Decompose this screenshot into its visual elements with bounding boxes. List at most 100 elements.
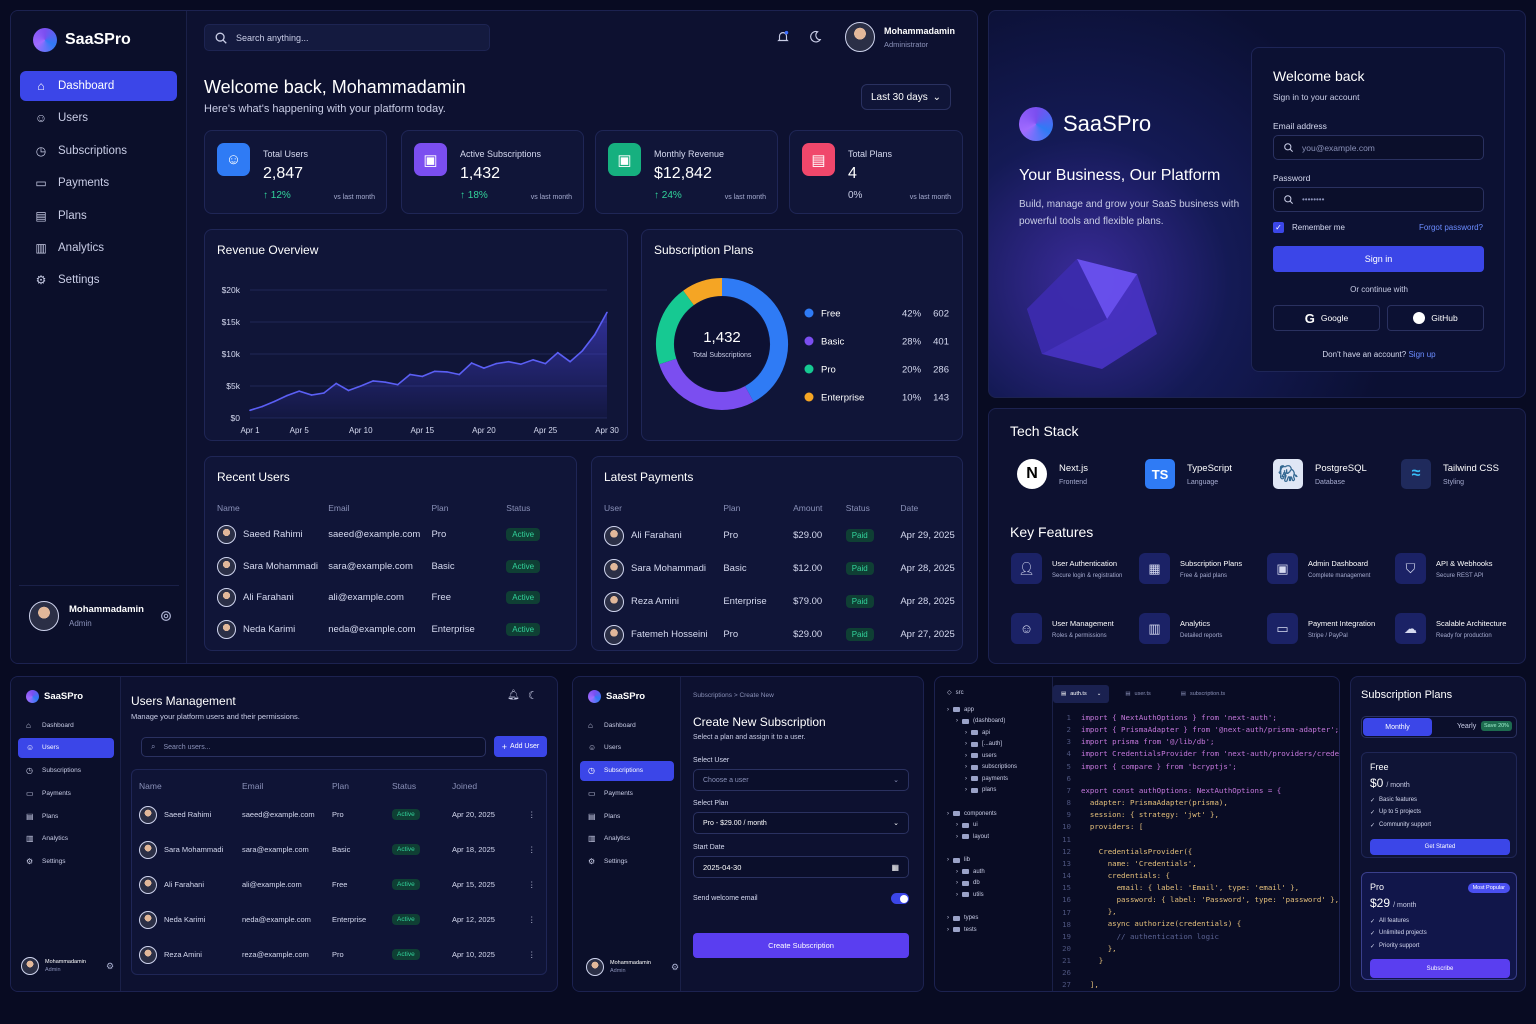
file-tree-item[interactable]: › api <box>965 730 990 736</box>
breadcrumb-subscriptions[interactable]: Subscriptions <box>693 692 733 699</box>
select-user-dropdown[interactable]: Choose a user ⌄ <box>693 769 909 791</box>
table-row[interactable]: Ali Farahani ali@example.com Free Active <box>217 582 567 614</box>
editor-tab-subscription-ts[interactable]: ▤ subscription.ts <box>1173 685 1233 703</box>
email-field[interactable]: you@example.com <box>1273 135 1484 160</box>
sidebar-item-plans[interactable]: ▤ Plans <box>580 806 674 826</box>
sidebar-item-users[interactable]: ☺ Users <box>580 738 674 758</box>
table-row[interactable]: Neda Karimi neda@example.com Enterprise Act… <box>139 902 543 937</box>
sidebar-item-analytics[interactable]: ▥ Analytics <box>18 829 114 849</box>
revenue-point <box>384 381 387 383</box>
settings-gear-icon[interactable]: ⚙ <box>670 961 680 972</box>
search-users-input[interactable]: ⌕ Search users... <box>141 737 486 757</box>
table-row[interactable]: Sara Mohammadi Basic $12.00 Paid Apr 28, 202… <box>604 552 956 585</box>
monthly-tab[interactable]: Monthly <box>1363 718 1432 736</box>
sidebar-item-dashboard[interactable]: ⌂ Dashboard <box>20 71 177 101</box>
sidebar-item-payments[interactable]: ▭ Payments <box>18 783 114 803</box>
remember-me-checkbox[interactable]: ✓ Remember me <box>1273 222 1345 233</box>
yearly-tab[interactable]: Yearly <box>1457 723 1477 730</box>
more-vertical-icon[interactable]: ⋮ <box>528 950 536 959</box>
file-tree-item[interactable]: › plans <box>965 787 996 793</box>
more-vertical-icon[interactable]: ⋮ <box>528 880 536 889</box>
plans-panel: Subscription Plans Monthly Yearly Save 2… <box>1350 676 1526 992</box>
forgot-password-link[interactable]: Forgot password? <box>1418 223 1483 232</box>
moon-icon[interactable] <box>808 30 822 44</box>
file-tree-item[interactable]: › (dashboard) <box>956 718 1005 724</box>
date-range-select[interactable]: Last 30 days ⌄ <box>861 84 951 110</box>
start-date-field[interactable]: 2025-04-30 ▦ <box>693 856 909 878</box>
file-tree-item[interactable]: › components <box>947 811 997 817</box>
table-row[interactable]: Sara Mohammadi sara@example.com Basic Activ… <box>139 832 543 867</box>
mini-sidebar-user[interactable]: Mohammadamin Admin ⚙ <box>586 958 679 976</box>
moon-icon[interactable]: ☾ <box>528 690 538 702</box>
sidebar-item-plans[interactable]: ▤ Plans <box>20 201 177 231</box>
password-field[interactable]: •••••••• <box>1273 187 1484 212</box>
file-tree-item[interactable]: › ui <box>956 822 978 828</box>
sidebar-item-users[interactable]: ☺ Users <box>18 737 114 758</box>
table-row[interactable]: Neda Karimi neda@example.com Enterprise Act… <box>217 614 567 646</box>
chevron-down-icon: ⌄ <box>893 777 899 784</box>
file-tree-item[interactable]: › app <box>947 707 974 713</box>
sidebar-item-settings[interactable]: ⚙ Settings <box>580 852 674 872</box>
sidebar-item-subscriptions[interactable]: ◷ Subscriptions <box>580 760 674 781</box>
chevron-icon: › <box>947 706 949 713</box>
get-started-button[interactable]: Get Started <box>1370 839 1510 855</box>
sidebar-item-dashboard[interactable]: ⌂ Dashboard <box>580 715 674 735</box>
add-user-button[interactable]: + Add User <box>494 736 547 757</box>
file-tree-item[interactable]: › [...auth] <box>965 741 1002 747</box>
file-tree-item[interactable]: › subscriptions <box>965 764 1017 770</box>
settings-gear-icon[interactable] <box>159 609 173 623</box>
sidebar-item-settings[interactable]: ⚙ Settings <box>18 852 114 872</box>
table-row[interactable]: Fatemeh Hosseini Pro $29.00 Paid Apr 27, 202… <box>604 618 956 651</box>
editor-tab-user-ts[interactable]: ▤ user.ts <box>1117 685 1158 703</box>
table-row[interactable]: Ali Farahani Pro $29.00 Paid Apr 29, 2025 <box>604 519 956 552</box>
file-tree-item[interactable]: › tests <box>947 927 977 933</box>
file-tree-item[interactable]: › layout <box>956 834 989 840</box>
sidebar-item-payments[interactable]: ▭ Payments <box>580 783 674 803</box>
sidebar-item-analytics[interactable]: ▥ Analytics <box>20 233 177 263</box>
table-row[interactable]: Reza Amini reza@example.com Pro Active Apr 1… <box>139 937 543 972</box>
table-row[interactable]: Reza Amini Enterprise $79.00 Paid Apr 28, 20… <box>604 585 956 618</box>
file-tree-item[interactable]: ◇ src <box>947 689 964 697</box>
file-tree-item[interactable]: › auth <box>956 869 985 875</box>
sign-up-link[interactable]: Sign up <box>1408 350 1436 359</box>
file-tree-item[interactable]: › utils <box>956 892 984 898</box>
revenue-point <box>433 370 436 373</box>
file-tree-item[interactable]: › types <box>947 915 978 921</box>
table-row[interactable]: Ali Farahani ali@example.com Free Active Apr… <box>139 867 543 902</box>
sidebar-item-subscriptions[interactable]: ◷ Subscriptions <box>20 136 177 166</box>
sidebar-item-payments[interactable]: ▭ Payments <box>20 168 177 198</box>
sidebar-item-users[interactable]: ☺ Users <box>20 103 177 133</box>
table-row[interactable]: Saeed Rahimi saeed@example.com Pro Active Ap… <box>139 797 543 832</box>
more-vertical-icon[interactable]: ⋮ <box>528 915 536 924</box>
brand-logo[interactable]: SaaSPro <box>33 28 131 52</box>
table-row[interactable]: Saeed Rahimi saeed@example.com Pro Active <box>217 519 567 551</box>
file-tree-item[interactable]: › payments <box>965 776 1008 782</box>
login-brand-name: SaaSPro <box>1063 111 1152 136</box>
mini-sidebar-user[interactable]: Mohammadamin Admin ⚙ <box>21 957 114 975</box>
more-vertical-icon[interactable]: ⋮ <box>528 845 536 854</box>
file-tree-item[interactable]: › db <box>956 880 980 886</box>
select-plan-dropdown[interactable]: Pro - $29.00 / month ⌄ <box>693 812 909 834</box>
google-button[interactable]: G Google <box>1273 305 1380 331</box>
bell-icon[interactable]: 🔔︎ <box>507 690 520 701</box>
more-vertical-icon[interactable]: ⋮ <box>528 810 536 819</box>
search-input[interactable]: Search anything... <box>204 24 490 51</box>
sidebar-item-subscriptions[interactable]: ◷ Subscriptions <box>18 761 114 781</box>
subscribe-button[interactable]: Subscribe <box>1370 959 1510 978</box>
file-tree-item[interactable]: › users <box>965 753 997 759</box>
github-button[interactable]: GitHub <box>1387 305 1484 331</box>
profile-menu[interactable]: Mohammadamin Administrator ⌄ <box>845 22 977 52</box>
sidebar-user[interactable]: Mohammadamin Admin <box>19 585 179 645</box>
settings-gear-icon[interactable]: ⚙ <box>105 960 115 971</box>
bell-icon[interactable] <box>776 30 790 44</box>
file-tree-item[interactable]: › lib <box>947 857 970 863</box>
welcome-email-toggle[interactable] <box>891 893 909 904</box>
sidebar-item-dashboard[interactable]: ⌂ Dashboard <box>18 715 114 735</box>
sidebar-item-plans[interactable]: ▤ Plans <box>18 806 114 826</box>
table-row[interactable]: Sara Mohammadi sara@example.com Basic Activ… <box>217 551 567 583</box>
create-subscription-button[interactable]: Create Subscription <box>693 933 909 958</box>
editor-tab-auth-ts[interactable]: ▤ auth.ts ⌄ <box>1053 685 1110 703</box>
sidebar-item-settings[interactable]: ⚙ Settings <box>20 265 177 295</box>
sidebar-item-analytics[interactable]: ▥ Analytics <box>580 829 674 849</box>
sign-in-button[interactable]: Sign in <box>1273 246 1484 272</box>
